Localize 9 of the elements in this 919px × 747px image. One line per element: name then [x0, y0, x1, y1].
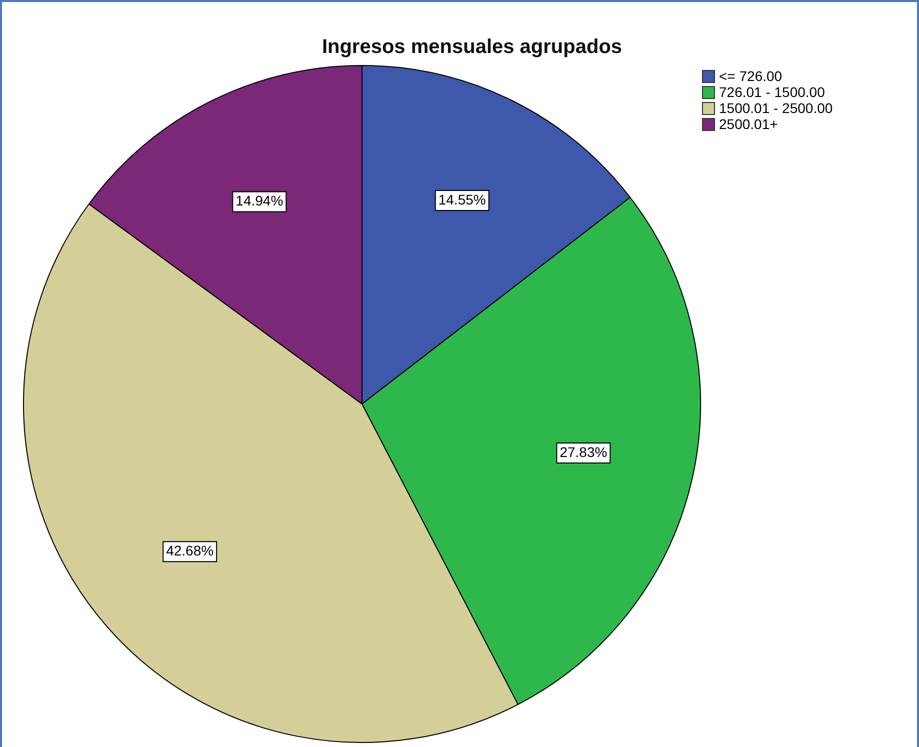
- legend-label: 726.01 - 1500.00: [719, 84, 825, 100]
- data-label: 42.68%: [166, 542, 214, 558]
- data-label: 27.83%: [560, 444, 608, 460]
- chart-title: Ingresos mensuales agrupados: [320, 36, 624, 59]
- legend-label: 2500.01+: [719, 116, 778, 132]
- data-label: 14.55%: [438, 191, 486, 208]
- data-label: 14.94%: [236, 192, 284, 209]
- legend-label: 1500.01 - 2500.00: [719, 100, 833, 116]
- legend-label: <= 726.00: [719, 68, 782, 84]
